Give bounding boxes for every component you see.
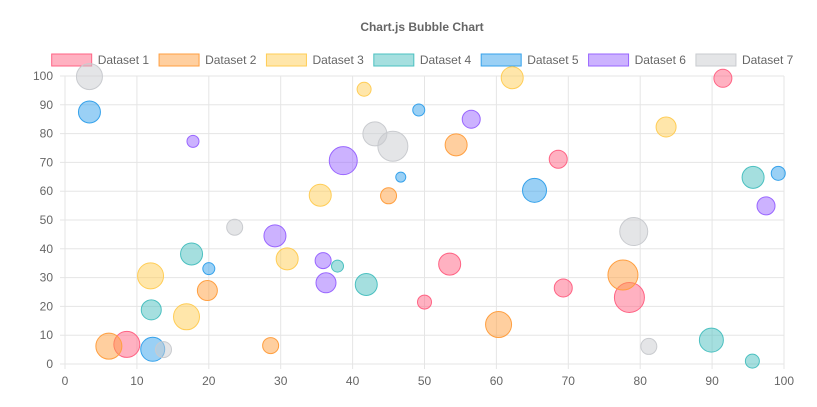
bubble-point[interactable] — [548, 149, 568, 169]
bubble-point[interactable] — [444, 133, 468, 157]
bubble-point[interactable] — [438, 252, 462, 276]
x-tick-label: 70 — [562, 374, 576, 388]
bubbles — [75, 63, 786, 369]
bubble-point[interactable] — [315, 272, 337, 294]
bubble-point[interactable] — [140, 299, 162, 321]
bubble-point[interactable] — [331, 259, 345, 273]
bubble-point[interactable] — [461, 109, 481, 129]
legend-item[interactable]: Dataset 2 — [158, 53, 257, 67]
x-tick-label: 20 — [202, 374, 216, 388]
legend-item[interactable]: Dataset 3 — [265, 53, 364, 67]
x-axis-ticks: 0 10 20 30 40 50 60 70 80 90 100 — [62, 374, 795, 388]
bubble-point[interactable] — [522, 177, 548, 203]
bubble-point[interactable] — [173, 303, 201, 331]
x-tick-label: 60 — [490, 374, 504, 388]
bubble-point[interactable] — [607, 259, 639, 291]
bubble-point[interactable] — [196, 280, 218, 302]
x-tick-label: 0 — [62, 374, 69, 388]
legend-label: Dataset 6 — [635, 53, 687, 67]
x-tick-label: 90 — [705, 374, 719, 388]
x-tick-label: 30 — [274, 374, 288, 388]
bubble-point[interactable] — [155, 341, 173, 359]
legend-swatch — [265, 53, 307, 67]
bubble-point[interactable] — [77, 100, 101, 124]
bubble-point[interactable] — [137, 262, 165, 290]
legend-swatch — [373, 53, 415, 67]
legend-label: Dataset 1 — [98, 53, 150, 67]
bubble-point[interactable] — [698, 327, 724, 353]
legend-item[interactable]: Dataset 5 — [480, 53, 579, 67]
bubble-point[interactable] — [619, 217, 649, 247]
bubble-point[interactable] — [500, 66, 524, 90]
legend-label: Dataset 3 — [312, 53, 364, 67]
legend-swatch — [695, 53, 737, 67]
bubble-point[interactable] — [485, 311, 513, 339]
y-tick-label: 100 — [33, 69, 53, 83]
y-tick-label: 90 — [40, 98, 54, 112]
legend-swatch — [588, 53, 630, 67]
bubble-point[interactable] — [202, 262, 216, 276]
y-tick-label: 50 — [40, 213, 54, 227]
bubble-point[interactable] — [744, 353, 760, 369]
grid — [60, 75, 785, 369]
y-tick-label: 80 — [40, 127, 54, 141]
bubble-point[interactable] — [180, 242, 204, 266]
bubble-point[interactable] — [262, 337, 280, 355]
bubble-point[interactable] — [377, 130, 409, 162]
y-tick-label: 60 — [40, 184, 54, 198]
chart-title: Chart.js Bubble Chart — [360, 20, 483, 34]
x-tick-label: 10 — [130, 374, 144, 388]
y-tick-label: 20 — [40, 299, 54, 313]
bubble-point[interactable] — [314, 252, 332, 270]
y-tick-label: 40 — [40, 242, 54, 256]
legend: Dataset 1 Dataset 2 Dataset 3 Dataset 4 Data… — [51, 53, 794, 67]
x-tick-label: 40 — [346, 374, 360, 388]
x-tick-label: 50 — [418, 374, 432, 388]
bubble-point[interactable] — [412, 103, 426, 117]
legend-item[interactable]: Dataset 1 — [51, 53, 150, 67]
legend-item[interactable]: Dataset 7 — [695, 53, 794, 67]
bubble-point[interactable] — [75, 63, 103, 91]
legend-swatch — [51, 53, 93, 67]
bubble-point[interactable] — [354, 273, 378, 297]
legend-label: Dataset 2 — [205, 53, 257, 67]
y-tick-label: 0 — [46, 357, 53, 371]
bubble-point[interactable] — [417, 294, 432, 310]
y-tick-label: 30 — [40, 271, 54, 285]
legend-label: Dataset 4 — [420, 53, 472, 67]
legend-item[interactable]: Dataset 4 — [373, 53, 472, 67]
bubble-point[interactable] — [328, 146, 358, 176]
bubble-point[interactable] — [395, 171, 407, 183]
bubble-point[interactable] — [713, 68, 733, 88]
y-tick-label: 10 — [40, 328, 54, 342]
bubble-point[interactable] — [553, 278, 573, 298]
y-axis-ticks: 0 10 20 30 40 50 60 70 80 90 100 — [33, 69, 53, 371]
bubble-point[interactable] — [770, 165, 786, 181]
x-tick-label: 100 — [774, 374, 794, 388]
legend-swatch — [158, 53, 200, 67]
legend-label: Dataset 5 — [527, 53, 579, 67]
bubble-point[interactable] — [263, 224, 287, 248]
legend-label: Dataset 7 — [742, 53, 794, 67]
bubble-point[interactable] — [95, 332, 123, 360]
bubble-point[interactable] — [741, 165, 765, 189]
bubble-point[interactable] — [655, 116, 677, 138]
legend-item[interactable]: Dataset 6 — [588, 53, 687, 67]
bubble-point[interactable] — [640, 337, 658, 355]
bubble-point[interactable] — [186, 134, 200, 148]
bubble-point[interactable] — [756, 196, 776, 216]
legend-swatch — [480, 53, 522, 67]
bubble-point[interactable] — [275, 247, 299, 271]
y-tick-label: 70 — [40, 155, 54, 169]
bubble-point[interactable] — [380, 187, 398, 205]
bubble-point[interactable] — [226, 218, 244, 236]
bubble-point[interactable] — [356, 81, 372, 97]
bubble-point[interactable] — [308, 183, 332, 207]
x-tick-label: 80 — [634, 374, 648, 388]
